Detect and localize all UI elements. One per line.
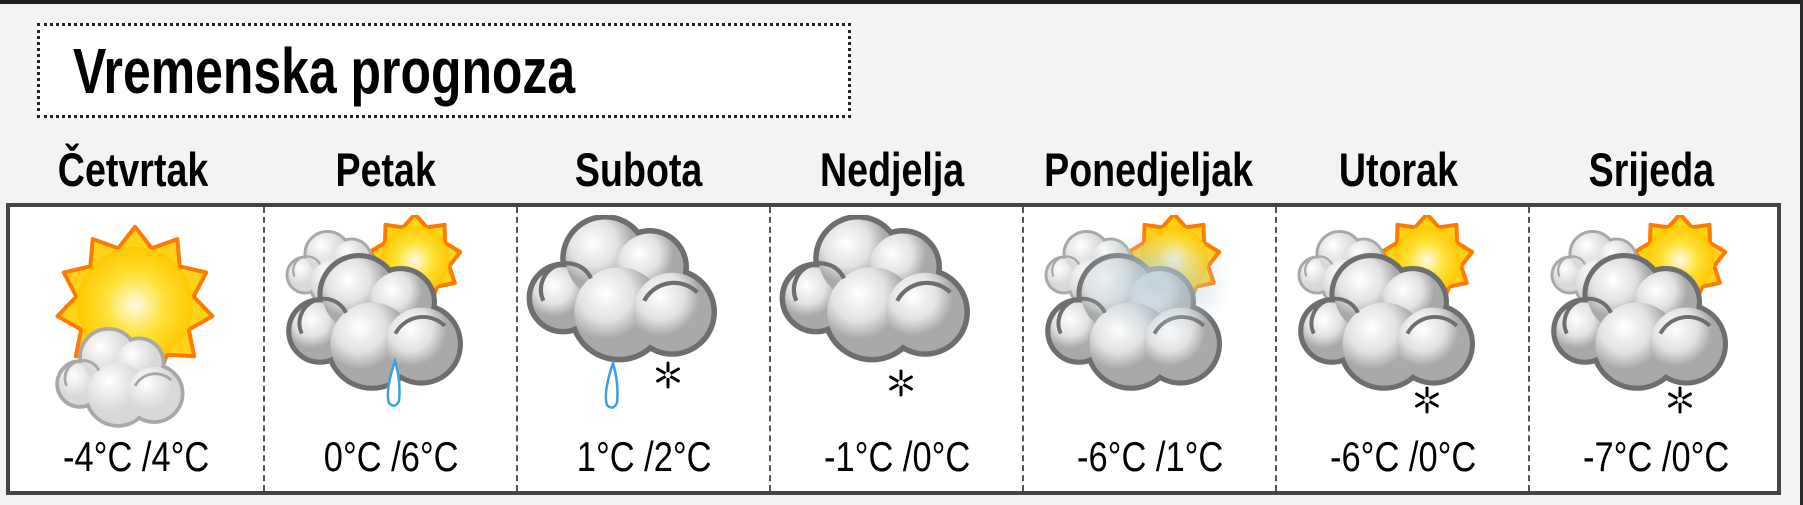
fog-icon (1074, 230, 1234, 340)
day-name: Subota (575, 143, 703, 196)
weather-icon (1297, 215, 1475, 414)
temperature-text: -6°C /1°C (1077, 433, 1224, 480)
day-name: Srijeda (1588, 143, 1714, 196)
weather-icon (1550, 215, 1728, 414)
cloud-icon (1298, 253, 1475, 391)
day-header: Petak (259, 140, 513, 200)
temperature-range: -4°C /4°C (10, 432, 263, 482)
temperature-range: -1°C /0°C (771, 432, 1024, 482)
day-name: Utorak (1338, 143, 1458, 196)
top-border (0, 0, 1803, 4)
forecast-cell: 1°C /2°C (516, 207, 771, 491)
forecast-cell: -4°C /4°C (10, 207, 263, 491)
temperature-range: -7°C /0°C (1530, 432, 1783, 482)
weather-icon (285, 215, 463, 407)
temperature-text: -7°C /0°C (1583, 433, 1730, 480)
day-header: Nedjelja (765, 140, 1019, 200)
day-name: Četvrtak (57, 143, 209, 196)
temperature-text: 1°C /2°C (577, 433, 712, 480)
snowflake-icon (889, 369, 913, 397)
snowflake-icon (1668, 386, 1692, 414)
cloud-icon (526, 215, 717, 363)
cloud-icon (1551, 253, 1728, 391)
forecast-cell: 0°C /6°C (263, 207, 518, 491)
raindrop-icon (386, 356, 401, 407)
temperature-range: -6°C /1°C (1024, 432, 1277, 482)
page-title: Vremenska prognoza (73, 35, 576, 107)
weather-icon (1044, 215, 1234, 391)
forecast-table: -4°C /4°C 0°C /6°C 1°C /2°C -1°C /0°C -6… (6, 203, 1781, 495)
day-header: Utorak (1271, 140, 1525, 200)
day-name: Ponedjeljak (1044, 143, 1254, 196)
day-headers: Četvrtak Petak Subota Nedjelja Ponedjeljak Ut… (6, 140, 1781, 200)
temperature-text: -4°C /4°C (63, 433, 210, 480)
cloud-icon (55, 326, 185, 428)
day-name: Nedjelja (819, 143, 965, 196)
forecast-cell: -7°C /0°C (1528, 207, 1783, 491)
snowflake-icon (1415, 386, 1439, 414)
forecast-cell: -6°C /1°C (1022, 207, 1277, 491)
right-border (1800, 0, 1803, 505)
temperature-text: -1°C /0°C (824, 433, 971, 480)
weather-icon (55, 224, 215, 428)
title-box: Vremenska prognoza (37, 23, 851, 118)
day-header: Srijeda (1524, 140, 1778, 200)
temperature-text: 0°C /6°C (324, 433, 459, 480)
day-header: Četvrtak (6, 140, 260, 200)
weather-icon (779, 215, 970, 397)
day-name: Petak (335, 143, 437, 196)
day-header: Subota (512, 140, 766, 200)
temperature-text: -6°C /0°C (1330, 433, 1477, 480)
snowflake-icon (656, 361, 680, 389)
forecast-cell: -1°C /0°C (769, 207, 1024, 491)
temperature-range: 1°C /2°C (518, 432, 771, 482)
temperature-range: -6°C /0°C (1277, 432, 1530, 482)
raindrop-icon (604, 358, 619, 409)
forecast-cell: -6°C /0°C (1275, 207, 1530, 491)
cloud-icon (779, 215, 970, 363)
temperature-range: 0°C /6°C (265, 432, 518, 482)
day-header: Ponedjeljak (1018, 140, 1272, 200)
weather-icon (526, 215, 717, 409)
